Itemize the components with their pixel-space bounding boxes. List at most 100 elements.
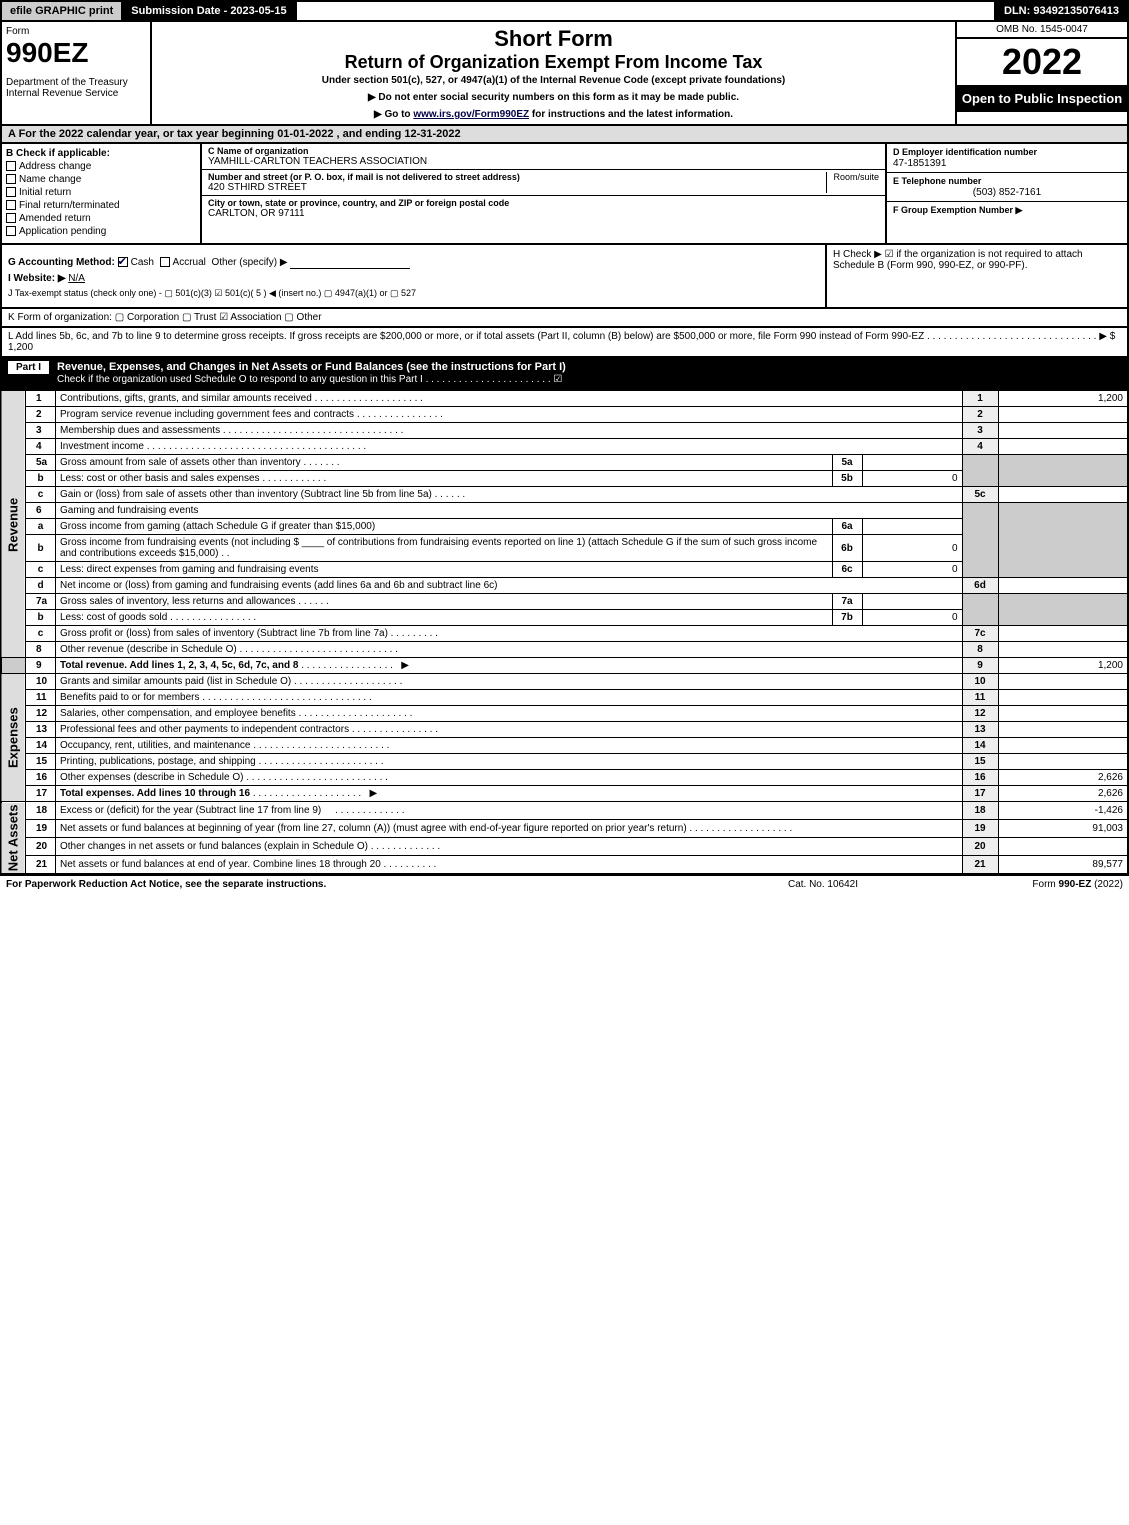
line14-desc: Occupancy, rent, utilities, and maintena… [60, 740, 250, 751]
line5a-inline [862, 455, 962, 471]
line3-desc: Membership dues and assessments [60, 425, 220, 436]
org-info-block: B Check if applicable: Address change Na… [0, 144, 1129, 245]
city-label: City or town, state or province, country… [208, 198, 879, 208]
efile-print[interactable]: efile GRAPHIC print [2, 2, 123, 20]
line6a-desc: Gross income from gaming (attach Schedul… [60, 521, 375, 532]
line5c-desc: Gain or (loss) from sale of assets other… [60, 489, 432, 500]
line14-amount [998, 738, 1128, 754]
line17-amount: 2,626 [998, 786, 1128, 802]
chk-final-return[interactable]: Final return/terminated [6, 200, 196, 211]
chk-amended-return[interactable]: Amended return [6, 213, 196, 224]
line10-amount [998, 674, 1128, 690]
subtitle: Under section 501(c), 527, or 4947(a)(1)… [156, 75, 951, 86]
line6c-inline: 0 [862, 562, 962, 578]
ein-label: D Employer identification number [893, 147, 1037, 157]
line5c-amount [998, 487, 1128, 503]
section-b: B Check if applicable: Address change Na… [2, 144, 202, 243]
line1-amount: 1,200 [998, 391, 1128, 407]
irs-link[interactable]: www.irs.gov/Form990EZ [413, 109, 529, 120]
title-short-form: Short Form [156, 26, 951, 52]
cat-no: Cat. No. 10642I [723, 879, 923, 890]
section-i: I Website: ▶ N/A [8, 273, 819, 284]
chk-cash[interactable] [118, 257, 128, 267]
city: CARLTON, OR 97111 [208, 208, 879, 219]
line7a-desc: Gross sales of inventory, less returns a… [60, 596, 295, 607]
line18-desc: Excess or (deficit) for the year (Subtra… [60, 805, 321, 816]
line21-amount: 89,577 [998, 855, 1128, 874]
website-value: N/A [68, 273, 85, 284]
line9-amount: 1,200 [998, 658, 1128, 674]
part1-schedO: Check if the organization used Schedule … [57, 374, 562, 385]
line17-desc: Total expenses. Add lines 10 through 16 [60, 788, 250, 799]
line10-desc: Grants and similar amounts paid (list in… [60, 676, 291, 687]
line8-amount [998, 642, 1128, 658]
street: 420 STHIRD STREET [208, 182, 826, 193]
topbar: efile GRAPHIC print Submission Date - 20… [0, 0, 1129, 22]
line5a-desc: Gross amount from sale of assets other t… [60, 457, 301, 468]
org-name-label: C Name of organization [208, 146, 879, 156]
line6d-desc: Net income or (loss) from gaming and fun… [56, 578, 963, 594]
line5b-inline: 0 [862, 471, 962, 487]
org-name: YAMHILL-CARLTON TEACHERS ASSOCIATION [208, 156, 879, 167]
section-j: J Tax-exempt status (check only one) - ▢… [8, 288, 819, 299]
line4-desc: Investment income [60, 441, 144, 452]
paperwork-notice: For Paperwork Reduction Act Notice, see … [6, 879, 723, 890]
chk-accrual[interactable] [160, 257, 170, 267]
section-g: G Accounting Method: Cash Accrual Other … [8, 253, 819, 269]
street-label: Number and street (or P. O. box, if mail… [208, 172, 826, 182]
line1-desc: Contributions, gifts, grants, and simila… [60, 393, 312, 404]
omb-no: OMB No. 1545-0047 [957, 22, 1127, 39]
line6-desc: Gaming and fundraising events [56, 503, 963, 519]
section-k: K Form of organization: ▢ Corporation ▢ … [0, 309, 1129, 328]
line16-desc: Other expenses (describe in Schedule O) [60, 772, 243, 783]
section-l: L Add lines 5b, 6c, and 7b to line 9 to … [0, 328, 1129, 358]
line13-amount [998, 722, 1128, 738]
chk-initial-return[interactable]: Initial return [6, 187, 196, 198]
group-exemption-label: F Group Exemption Number ▶ [893, 205, 1022, 215]
revenue-sidelabel: Revenue [1, 391, 26, 658]
line19-desc: Net assets or fund balances at beginning… [60, 823, 687, 834]
tax-year: 2022 [957, 39, 1127, 85]
line13-desc: Professional fees and other payments to … [60, 724, 349, 735]
chk-application-pending[interactable]: Application pending [6, 226, 196, 237]
section-ghij: G Accounting Method: Cash Accrual Other … [0, 245, 1129, 309]
line5b-desc: Less: cost or other basis and sales expe… [60, 473, 260, 484]
line2-amount [998, 407, 1128, 423]
page-footer: For Paperwork Reduction Act Notice, see … [0, 875, 1129, 893]
section-h: H Check ▶ ☑ if the organization is not r… [827, 245, 1127, 307]
line18-amount: -1,426 [998, 802, 1128, 820]
ein: 47-1851391 [893, 158, 1121, 169]
open-to-public: Open to Public Inspection [957, 85, 1127, 112]
instr-ssn: ▶ Do not enter social security numbers o… [156, 92, 951, 103]
chk-address-change[interactable]: Address change [6, 161, 196, 172]
chk-name-change[interactable]: Name change [6, 174, 196, 185]
line15-amount [998, 754, 1128, 770]
line7c-amount [998, 626, 1128, 642]
line7b-inline: 0 [862, 610, 962, 626]
phone: (503) 852-7161 [893, 187, 1121, 198]
line6b-inline: 0 [862, 535, 962, 562]
section-def: D Employer identification number 47-1851… [887, 144, 1127, 243]
section-c: C Name of organization YAMHILL-CARLTON T… [202, 144, 887, 243]
line7b-desc: Less: cost of goods sold [60, 612, 167, 623]
title-return: Return of Organization Exempt From Incom… [156, 52, 951, 73]
instr-goto-suffix: for instructions and the latest informat… [529, 109, 733, 120]
line6b-desc: Gross income from fundraising events (no… [60, 537, 817, 559]
form-ref: Form 990-EZ (2022) [923, 879, 1123, 890]
form-number: 990EZ [6, 37, 146, 69]
part1-table: Revenue 1Contributions, gifts, grants, a… [0, 390, 1129, 875]
form-title-block: Short Form Return of Organization Exempt… [152, 22, 957, 124]
netassets-sidelabel: Net Assets [1, 802, 26, 874]
instr-goto: ▶ Go to www.irs.gov/Form990EZ for instru… [156, 109, 951, 120]
department: Department of the Treasury Internal Reve… [6, 77, 146, 99]
line4-amount [998, 439, 1128, 455]
line6c-desc: Less: direct expenses from gaming and fu… [60, 564, 318, 575]
form-id-block: Form 990EZ Department of the Treasury In… [2, 22, 152, 124]
form-header: Form 990EZ Department of the Treasury In… [0, 22, 1129, 126]
line20-desc: Other changes in net assets or fund bala… [60, 841, 368, 852]
accounting-other-input[interactable] [290, 253, 410, 269]
instr-goto-prefix: ▶ Go to [374, 109, 413, 120]
line20-amount [998, 837, 1128, 855]
phone-label: E Telephone number [893, 176, 981, 186]
submission-date: Submission Date - 2023-05-15 [123, 2, 296, 20]
